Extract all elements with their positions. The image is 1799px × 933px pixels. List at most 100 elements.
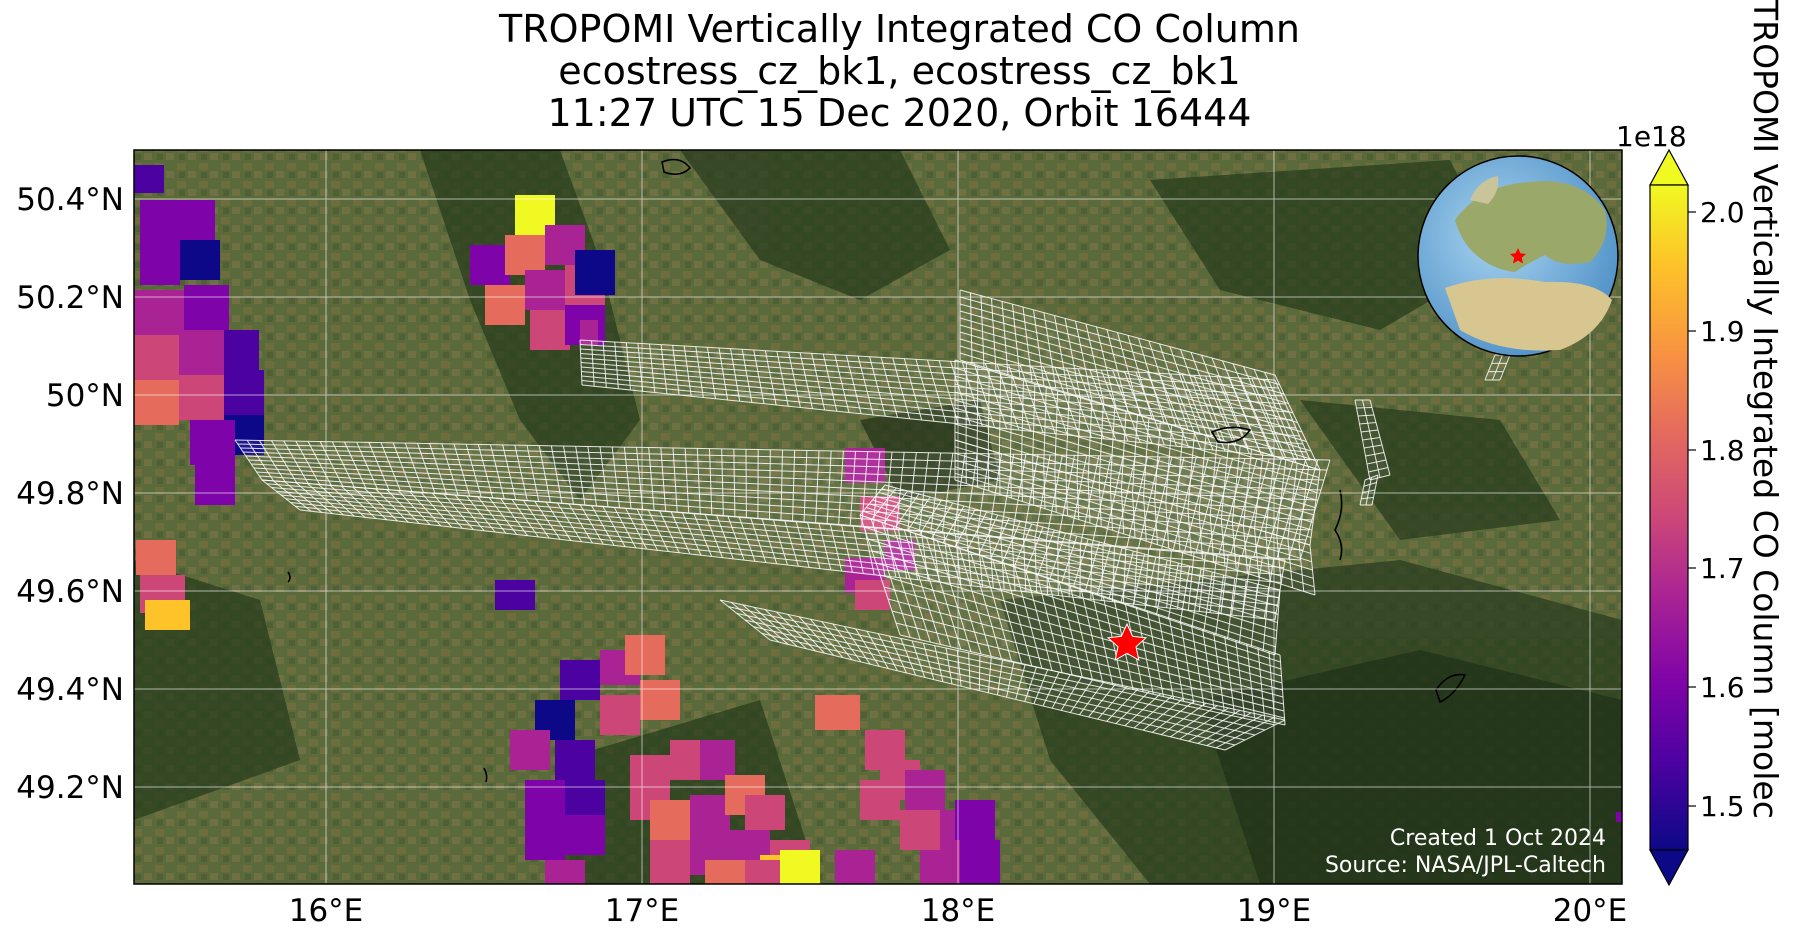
footprint-gridline bbox=[1356, 407, 1373, 409]
co-pixel bbox=[705, 860, 745, 884]
co-pixel bbox=[690, 795, 730, 835]
footprint-gridline bbox=[954, 367, 1320, 478]
footprint-gridline bbox=[954, 423, 1313, 531]
co-pixel bbox=[190, 420, 235, 465]
map-frame bbox=[133, 149, 1623, 885]
footprint-gridline bbox=[881, 488, 1280, 599]
globe-locator-inset bbox=[1417, 155, 1619, 357]
footprint-gridline bbox=[954, 375, 1319, 486]
co-pixel bbox=[745, 860, 785, 884]
lat-tick-49.6: 49.6°N bbox=[16, 574, 124, 610]
footprint-gridline bbox=[1369, 474, 1391, 481]
footprint-gridline bbox=[959, 310, 1289, 404]
co-pixel bbox=[780, 850, 820, 884]
co-pixel bbox=[835, 850, 875, 884]
footprint-gridline bbox=[959, 345, 1312, 452]
footprint-gridline bbox=[875, 495, 1279, 615]
co-pixel bbox=[625, 635, 665, 675]
co-pixel bbox=[700, 740, 735, 780]
footprint-gridline bbox=[580, 348, 1283, 397]
lon-tick-20: 20°E bbox=[1553, 893, 1628, 929]
co-pixel bbox=[745, 795, 785, 830]
footprint-gridline bbox=[959, 289, 1276, 376]
colorbar-gradient bbox=[1649, 184, 1689, 851]
lat-tick-50.2: 50.2°N bbox=[16, 280, 124, 316]
co-pixel bbox=[525, 820, 565, 860]
footprint-gridline bbox=[1357, 414, 1375, 417]
footprint-gridline bbox=[954, 359, 1321, 471]
footprint-swath bbox=[955, 440, 1315, 595]
co-pixel bbox=[650, 840, 690, 884]
footprint-gridline bbox=[866, 507, 1277, 640]
colorbar-tick-1.8: 1.8 bbox=[1700, 434, 1745, 467]
footprint-gridline bbox=[954, 431, 1312, 538]
lon-tick-16: 16°E bbox=[289, 893, 364, 929]
colorbar-tick-1.9: 1.9 bbox=[1700, 315, 1745, 348]
site-star-marker bbox=[1106, 622, 1148, 661]
co-pixel bbox=[575, 250, 615, 295]
co-pixel bbox=[134, 335, 179, 380]
co-pixel bbox=[140, 240, 180, 285]
footprint-gridline bbox=[271, 487, 1283, 576]
co-pixel bbox=[525, 780, 565, 820]
footprint-gridline bbox=[872, 499, 1278, 623]
footprint-gridline bbox=[871, 550, 1282, 677]
co-pixel bbox=[905, 770, 945, 810]
footprint-swath bbox=[1355, 400, 1390, 480]
footprint-gridline bbox=[580, 353, 1286, 405]
footprint-gridline bbox=[1359, 422, 1377, 425]
co-pixel bbox=[485, 285, 525, 325]
co-pixel bbox=[145, 600, 190, 630]
co-pixel bbox=[470, 245, 510, 285]
footprint-gridline bbox=[581, 366, 1297, 429]
observation-footprints bbox=[234, 289, 1511, 751]
footprint-gridline bbox=[959, 352, 1316, 461]
footprint-gridline bbox=[259, 475, 1304, 551]
co-pixel bbox=[505, 235, 545, 275]
footprint-gridline bbox=[728, 606, 1276, 726]
co-pixel bbox=[1616, 812, 1622, 822]
co-pixel bbox=[860, 780, 900, 820]
footprint-gridline bbox=[234, 439, 1331, 461]
footprint-gridline bbox=[954, 391, 1317, 501]
footprint-gridline bbox=[959, 331, 1303, 433]
footprint-gridline bbox=[1362, 489, 1376, 493]
co-pixel bbox=[134, 380, 179, 425]
footprint-gridline bbox=[243, 451, 1322, 491]
footprint-gridline bbox=[266, 483, 1284, 568]
footprint-gridline bbox=[1365, 452, 1385, 457]
footprint-gridline bbox=[878, 492, 1279, 607]
colorbar-tick-1.6: 1.6 bbox=[1700, 671, 1745, 704]
footprint-gridline bbox=[875, 562, 1283, 684]
co-pixel bbox=[195, 465, 235, 505]
footprint-gridline bbox=[959, 317, 1294, 414]
lat-tick-50.4: 50.4°N bbox=[16, 182, 124, 218]
satellite-basemap bbox=[134, 150, 1622, 884]
footprint-gridline bbox=[299, 509, 1276, 621]
credit-source: Source: NASA/JPL-Caltech bbox=[1325, 853, 1606, 878]
colorbar-max-extend bbox=[1648, 148, 1690, 186]
co-pixel bbox=[855, 580, 890, 610]
footprint-gridline bbox=[959, 296, 1280, 385]
lat-tick-49.2: 49.2°N bbox=[16, 770, 124, 806]
footprint-gridline bbox=[954, 466, 1314, 579]
footprint-gridline bbox=[867, 538, 1282, 670]
co-pixel bbox=[184, 285, 229, 330]
footprint-gridline bbox=[895, 622, 1285, 719]
footprint-gridline bbox=[1363, 444, 1383, 449]
co-pixel bbox=[920, 850, 960, 884]
footprint-gridline bbox=[581, 384, 1311, 461]
footprint-gridline bbox=[251, 463, 1313, 521]
footprint-gridline bbox=[887, 598, 1284, 705]
footprint-gridline bbox=[954, 407, 1315, 516]
lat-tick-labels: 50.4°N 50.2°N 50°N 49.8°N 49.6°N 49.4°N … bbox=[16, 182, 124, 806]
footprint-gridline bbox=[1363, 482, 1377, 487]
footprint-swath bbox=[960, 290, 1320, 470]
footprint-gridline bbox=[744, 619, 1256, 736]
co-pixel bbox=[565, 780, 605, 820]
footprint-gridline bbox=[879, 574, 1283, 691]
co-pixel bbox=[580, 320, 598, 345]
footprint-gridline bbox=[290, 502, 1278, 606]
footprint-gridline bbox=[581, 380, 1307, 453]
